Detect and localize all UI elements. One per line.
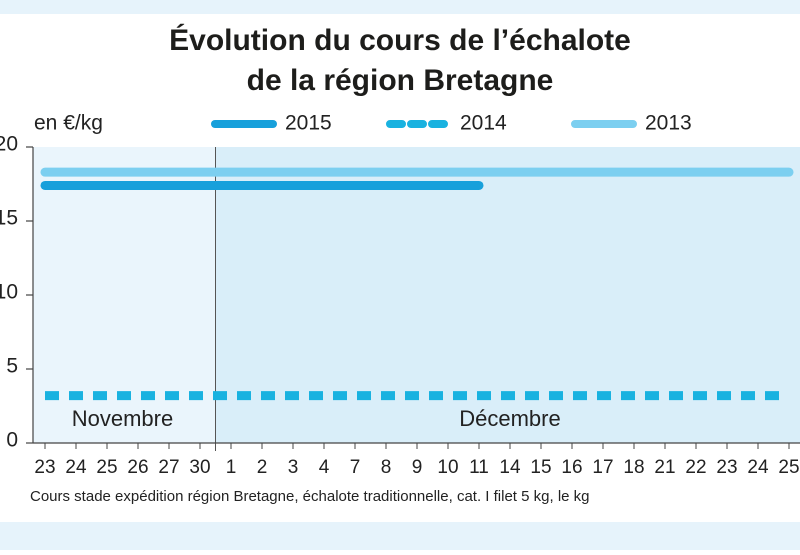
legend-label: 2015	[285, 112, 332, 135]
y-tick-label: 10	[0, 281, 18, 304]
y-tick-label: 20	[0, 133, 18, 156]
x-tick-label: 11	[469, 457, 489, 478]
x-tick-label: 24	[65, 457, 87, 478]
x-tick-label: 15	[530, 457, 551, 478]
x-tick-label: 7	[350, 457, 361, 478]
month-label: Décembre	[459, 406, 560, 431]
y-unit: en €/kg	[34, 112, 103, 135]
x-tick-label: 1	[226, 457, 237, 478]
y-tick-label: 0	[6, 429, 18, 452]
x-tick-label: 9	[412, 457, 423, 478]
x-tick-label: 27	[158, 457, 179, 478]
x-tick-label: 2	[257, 457, 268, 478]
x-tick-label: 21	[654, 457, 675, 478]
legend-label: 2014	[460, 112, 507, 135]
x-tick-label: 25	[96, 457, 117, 478]
x-tick-label: 25	[778, 457, 799, 478]
x-tick-label: 30	[189, 457, 210, 478]
x-tick-label: 23	[716, 457, 737, 478]
x-tick-label: 17	[592, 457, 613, 478]
x-tick-label: 14	[499, 457, 521, 478]
bottom-band	[0, 522, 800, 550]
x-tick-label: 18	[623, 457, 644, 478]
legend-label: 2013	[645, 112, 692, 135]
x-tick-label: 4	[319, 457, 330, 478]
note: Cours stade expédition région Bretagne, …	[30, 488, 590, 505]
x-tick-label: 26	[127, 457, 148, 478]
x-tick-label: 8	[381, 457, 392, 478]
chart-title: de la région Bretagne	[247, 64, 554, 97]
x-tick-label: 23	[34, 457, 55, 478]
x-tick-label: 16	[561, 457, 582, 478]
y-tick-label: 5	[6, 355, 18, 378]
x-tick-label: 24	[747, 457, 769, 478]
chart-title: Évolution du cours de l’échalote	[169, 23, 631, 57]
y-tick-label: 15	[0, 207, 18, 230]
x-tick-label: 10	[437, 457, 458, 478]
top-band	[0, 0, 800, 14]
x-tick-label: 22	[685, 457, 706, 478]
x-tick-label: 3	[288, 457, 299, 478]
month-label: Novembre	[72, 406, 173, 431]
